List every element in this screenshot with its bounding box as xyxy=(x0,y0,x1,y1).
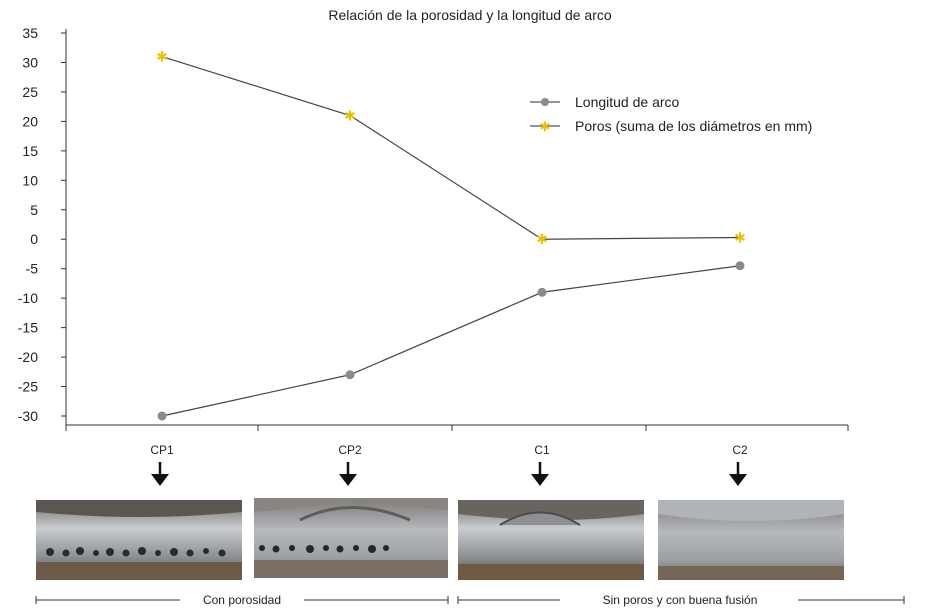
y-tick-label: 5 xyxy=(30,202,38,218)
x-category-label: CP1 xyxy=(150,443,174,457)
bracket-sin-poros: Sin poros y con buena fusión xyxy=(457,593,905,607)
series-1-point: ✱ xyxy=(344,107,356,123)
x-category-label: C2 xyxy=(732,443,748,457)
legend-item-longitud: Longitud de arco xyxy=(530,94,680,110)
y-tick-label: 15 xyxy=(22,143,38,159)
series-line-1 xyxy=(161,55,741,240)
y-tick-label: 30 xyxy=(22,54,38,70)
legend-star-marker-icon: ✱ xyxy=(540,119,551,134)
weld-cross-section-photo-cp2 xyxy=(254,498,448,578)
down-arrow-head-icon xyxy=(531,474,549,486)
legend-item-poros: ✱ Poros (suma de los diámetros en mm) xyxy=(530,118,812,134)
x-category-label: C1 xyxy=(534,443,550,457)
series-1-point: ✱ xyxy=(734,229,746,245)
bracket-label-right: Sin poros y con buena fusión xyxy=(603,593,758,607)
series-0-point xyxy=(537,287,547,297)
series-0-point xyxy=(345,370,355,380)
legend-circle-marker-icon xyxy=(541,98,549,106)
down-arrow-head-icon xyxy=(339,474,357,486)
bracket-label-left: Con porosidad xyxy=(203,593,281,607)
legend-label-poros: Poros (suma de los diámetros en mm) xyxy=(575,118,812,134)
x-category-label: CP2 xyxy=(338,443,362,457)
y-tick-label: 10 xyxy=(22,172,38,188)
y-tick-label: 20 xyxy=(22,113,38,129)
y-tick-label: -10 xyxy=(18,290,38,306)
series-1-point: ✱ xyxy=(156,49,168,65)
weld-cross-section-photo-cp1 xyxy=(36,500,242,580)
chart-title: Relación de la porosidad y la longitud d… xyxy=(328,7,612,23)
y-tick-label: 25 xyxy=(22,84,38,100)
photo-strip xyxy=(36,498,844,580)
weld-cross-section-photo-c1 xyxy=(458,500,644,580)
series-markers: ✱ ✱ ✱ ✱ xyxy=(156,49,746,421)
y-tick-label: 0 xyxy=(30,231,38,247)
y-axis: 35 30 25 20 15 10 5 0 -5 -10 -15 -20 -25 -30 xyxy=(18,25,67,425)
down-arrows xyxy=(151,462,747,486)
series-line-0 xyxy=(161,265,741,417)
category-labels: CP1 CP2 C1 C2 xyxy=(150,443,748,457)
down-arrow-head-icon xyxy=(729,474,747,486)
legend: Longitud de arco ✱ Poros (suma de los di… xyxy=(530,94,812,134)
series-0-point xyxy=(735,261,745,271)
y-tick-label: -5 xyxy=(26,261,39,277)
bracket-con-porosidad: Con porosidad xyxy=(35,593,449,607)
y-tick-label: -30 xyxy=(18,408,38,424)
y-tick-label: -20 xyxy=(18,349,38,365)
x-axis xyxy=(65,424,849,431)
down-arrow-head-icon xyxy=(151,474,169,486)
y-tick-label: 35 xyxy=(22,25,38,41)
y-tick-label: -25 xyxy=(18,379,38,395)
series-lines xyxy=(161,55,741,417)
weld-cross-section-photo-c2 xyxy=(658,500,844,580)
series-0-point xyxy=(157,411,167,421)
legend-label-longitud: Longitud de arco xyxy=(575,94,680,110)
series-1-point: ✱ xyxy=(536,231,548,247)
y-tick-label: -15 xyxy=(18,320,38,336)
